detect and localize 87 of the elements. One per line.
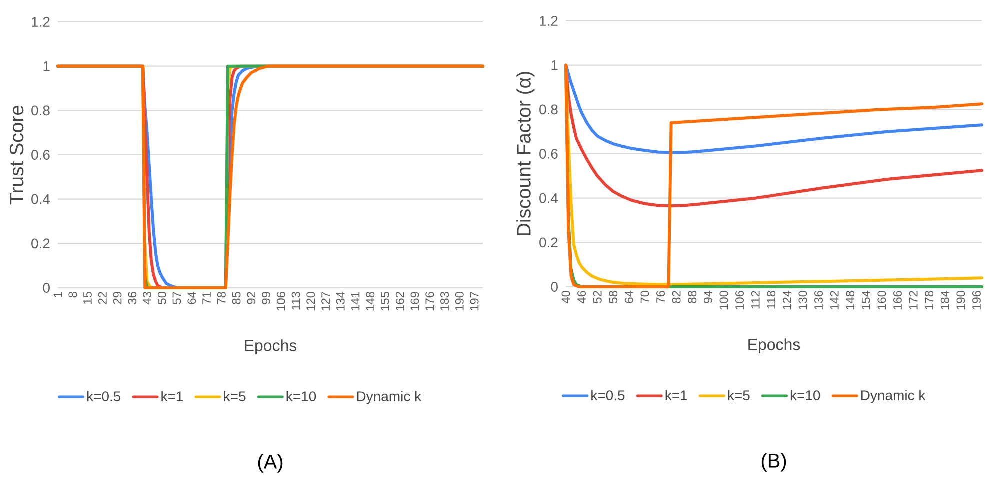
x-tick-label: 71 [202, 292, 211, 304]
legend-label: k=0.5 [592, 390, 625, 401]
x-tick-label: 112 [751, 291, 760, 309]
x-tick-label: 130 [798, 290, 808, 310]
x-tick-label: 22 [98, 292, 107, 304]
x-tick-label: 169 [410, 292, 420, 311]
text: (A) [258, 454, 283, 473]
x-tick-label: 52 [593, 291, 602, 304]
x-tick-label: 197 [470, 292, 479, 311]
x-tick-label: 43 [143, 292, 152, 305]
x-tick-label: 148 [846, 291, 855, 310]
x-tick-label: 124 [782, 290, 792, 310]
y-tick-label: 1 [552, 60, 558, 70]
y-tick-label: 0.6 [32, 150, 50, 160]
x-tick-label: 76 [656, 291, 666, 304]
x-tick-label: 120 [306, 292, 316, 311]
legend-label: k=10 [286, 391, 316, 402]
x-tick-label: 88 [688, 291, 697, 304]
x-tick-label: 40 [562, 290, 570, 304]
legend-label: k=5 [224, 391, 246, 402]
x-tick-label: 154 [862, 290, 870, 310]
legend-label: k=1 [666, 390, 688, 400]
x-tick-label: 70 [640, 290, 650, 304]
x-tick-label: 15 [84, 292, 92, 304]
y-tick-label: 0.8 [540, 104, 558, 115]
x-tick-label: 92 [247, 292, 256, 304]
x-tick-label: 29 [113, 292, 122, 304]
x-tick-label: 141 [351, 292, 360, 311]
x-tick-label: 8 [68, 292, 78, 298]
y-tick-label: 1.2 [32, 17, 50, 27]
x-tick-label: 100 [720, 290, 728, 310]
x-tick-label: 46 [578, 291, 586, 304]
y-tick-label: 0.8 [32, 106, 50, 116]
legend-label: Dynamic k [357, 391, 422, 404]
y-tick-label: 0.4 [32, 194, 50, 204]
legend-label: k=0.5 [87, 391, 121, 402]
y-tick-label: 0 [43, 283, 50, 293]
x-tick-label: 36 [128, 292, 137, 304]
x-tick-label: 64 [624, 290, 634, 304]
y-tick-label: 0.2 [32, 238, 50, 249]
x-tick-label: 1 [54, 292, 62, 298]
x-tick-label: 178 [925, 291, 934, 310]
x-axis-title: Epochs [245, 340, 297, 354]
x-tick-label: 94 [704, 290, 712, 304]
x-tick-label: 106 [276, 292, 286, 311]
legend-label: k=10 [790, 390, 820, 401]
y-tick-label: 0 [551, 282, 558, 292]
x-tick-label: 57 [172, 292, 182, 304]
x-axis-title: Epochs [748, 338, 800, 354]
legend-label: k=1 [162, 391, 184, 402]
x-tick-label: 82 [672, 291, 681, 304]
x-tick-label: 184 [940, 290, 950, 310]
x-tick-label: 155 [381, 292, 390, 311]
x-tick-label: 113 [292, 292, 300, 310]
x-tick-label: 172 [909, 291, 918, 310]
x-tick-label: 50 [158, 292, 166, 304]
text: (B) [762, 453, 786, 472]
x-tick-label: 142 [830, 291, 839, 310]
x-tick-label: 148 [366, 292, 375, 311]
y-tick-label: 1.2 [540, 16, 558, 26]
x-tick-label: 64 [188, 292, 196, 304]
legend-label: Dynamic k [862, 390, 926, 404]
y-tick-label: 1 [44, 62, 50, 72]
y-tick-label: 0.4 [540, 193, 558, 204]
x-tick-label: 85 [232, 292, 241, 304]
x-tick-label: 136 [814, 291, 823, 310]
x-tick-label: 118 [767, 291, 776, 309]
y-axis-title: Discount Factor (α) [516, 72, 535, 236]
x-tick-label: 190 [956, 290, 966, 310]
x-tick-label: 78 [217, 292, 226, 304]
x-tick-label: 127 [322, 292, 330, 311]
y-tick-label: 0.6 [540, 149, 558, 159]
x-tick-label: 162 [396, 292, 404, 311]
y-tick-label: 0.2 [540, 238, 558, 248]
x-tick-label: 176 [426, 292, 434, 311]
x-tick-label: 190 [455, 292, 464, 311]
x-tick-label: 183 [440, 292, 449, 311]
x-tick-label: 196 [972, 291, 981, 310]
legend-label: k=5 [728, 390, 750, 401]
x-tick-label: 134 [336, 292, 345, 311]
y-axis-title: Trust Score [10, 106, 24, 205]
line-series [564, 64, 984, 154]
x-tick-label: 160 [878, 290, 886, 310]
x-tick-label: 166 [894, 291, 902, 310]
x-tick-label: 99 [262, 292, 270, 304]
x-tick-label: 106 [736, 291, 744, 310]
x-tick-label: 58 [609, 291, 618, 304]
